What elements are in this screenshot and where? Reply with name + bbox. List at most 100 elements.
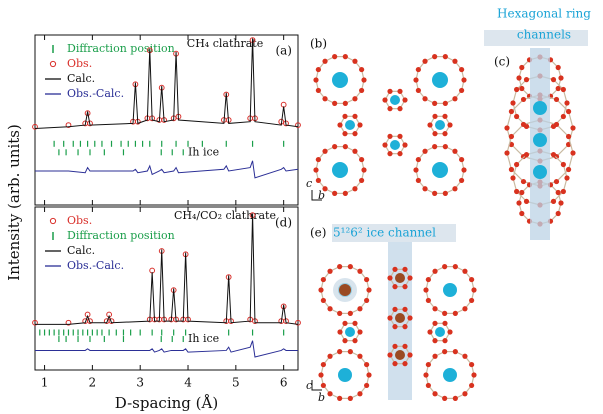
oxygen — [343, 54, 348, 59]
legend-marker — [50, 218, 55, 223]
guest-molecule — [435, 120, 445, 130]
axis-label: c — [306, 177, 312, 190]
oxygen — [461, 167, 466, 172]
oxygen — [471, 372, 476, 377]
oxygen — [402, 361, 407, 366]
oxygen — [397, 89, 402, 94]
oxygen — [459, 88, 464, 93]
oxygen — [348, 311, 353, 316]
series-line — [35, 161, 298, 178]
y-axis-label: Intensity (arb. units) — [5, 124, 23, 281]
oxygen — [327, 269, 332, 274]
oxygen — [416, 157, 421, 162]
oxygen — [359, 67, 364, 72]
oxygen — [564, 175, 569, 180]
oxygen — [432, 338, 437, 343]
legend-marker — [50, 61, 55, 66]
oxygen — [561, 162, 566, 167]
x-tick-label: 6 — [280, 376, 288, 390]
oxygen — [459, 178, 464, 183]
oxygen — [322, 149, 327, 154]
oxygen — [342, 321, 347, 326]
x-tick-label: 1 — [41, 376, 49, 390]
oxygen — [524, 199, 529, 204]
oxygen — [352, 131, 357, 136]
oxygen — [332, 191, 337, 196]
oxygen — [509, 134, 514, 139]
oxygen — [322, 59, 327, 64]
oxygen — [352, 186, 357, 191]
x-axis-label: D-spacing (Å) — [115, 394, 218, 412]
oxygen — [504, 150, 509, 155]
oxygen — [510, 175, 515, 180]
oxygen — [516, 75, 521, 80]
oxygen — [554, 179, 559, 184]
oxygen — [392, 361, 397, 366]
oxygen — [432, 54, 437, 59]
oxygen — [364, 383, 369, 388]
guest-molecule — [533, 165, 547, 179]
oxygen — [564, 100, 569, 105]
oxygen — [432, 131, 437, 136]
guest-molecule — [443, 283, 457, 297]
oxygen — [423, 287, 428, 292]
panel-label: (d) — [275, 216, 292, 230]
oxygen — [327, 306, 332, 311]
oxygen — [432, 269, 437, 274]
guest-molecule — [443, 368, 457, 382]
oxygen — [556, 211, 561, 216]
oxygen — [322, 96, 327, 101]
oxygen — [387, 106, 392, 111]
oxygen — [366, 372, 371, 377]
oxygen — [432, 321, 437, 326]
oxygen — [453, 311, 458, 316]
oxygen — [402, 307, 407, 312]
oxygen — [561, 114, 566, 119]
panel-label: (c) — [494, 55, 510, 69]
oxygen — [382, 97, 387, 102]
oxygen — [453, 396, 458, 401]
oxygen — [416, 67, 421, 72]
guest-molecule — [345, 120, 355, 130]
oxygen — [352, 321, 357, 326]
oxygen — [407, 315, 412, 320]
axis-label: b — [318, 189, 325, 202]
oxygen — [566, 109, 571, 114]
oxygen — [392, 324, 397, 329]
oxygen — [348, 264, 353, 269]
series-line — [35, 341, 298, 357]
x-tick-label: 5 — [232, 376, 240, 390]
oxygen — [570, 150, 575, 155]
oxygen — [442, 114, 447, 119]
oxygen — [321, 362, 326, 367]
oxygen — [337, 329, 342, 334]
oxygen — [352, 114, 357, 119]
oxygen — [348, 396, 353, 401]
oxygen — [551, 152, 556, 157]
oxygen — [570, 125, 575, 130]
oxygen — [432, 144, 437, 149]
oxygen — [551, 199, 556, 204]
oxygen — [352, 59, 357, 64]
oxygen — [561, 189, 566, 194]
oxygen — [413, 167, 418, 172]
oxygen — [321, 383, 326, 388]
oxygen — [343, 191, 348, 196]
oxygen — [442, 264, 447, 269]
oxygen — [554, 97, 559, 102]
oxygen — [316, 67, 321, 72]
panel-label: (b) — [310, 37, 327, 51]
caption: Hexagonal ring — [497, 7, 591, 21]
oxygen — [327, 391, 332, 396]
oxygen — [357, 391, 362, 396]
oxygen — [510, 100, 515, 105]
oxygen — [426, 277, 431, 282]
legend-label: Obs. — [67, 57, 92, 70]
oxygen — [327, 354, 332, 359]
oxygen — [443, 101, 448, 106]
oxygen — [471, 287, 476, 292]
chart-title: CH₄/CO₂ clathrate — [174, 209, 276, 222]
guest-molecule — [339, 284, 351, 296]
oxygen — [509, 167, 514, 172]
oxygen — [469, 298, 474, 303]
